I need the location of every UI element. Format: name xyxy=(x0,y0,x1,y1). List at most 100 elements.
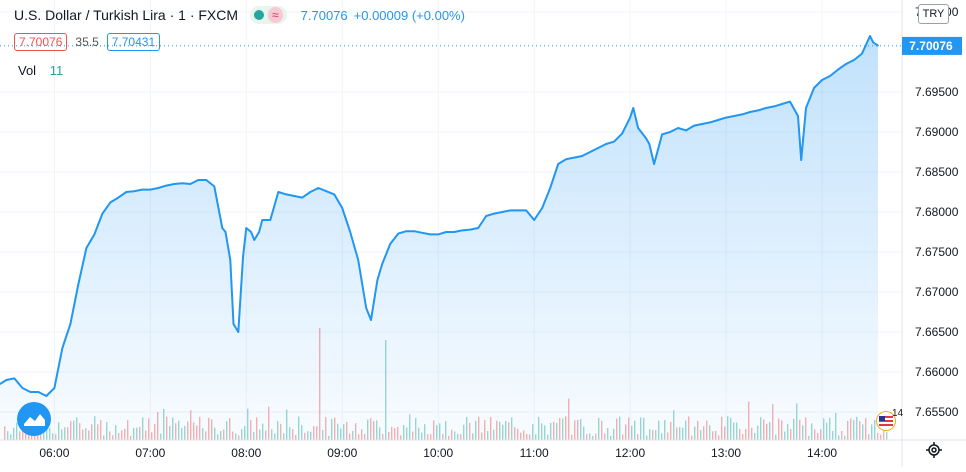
data-point xyxy=(224,231,227,233)
data-point xyxy=(869,35,871,37)
data-point xyxy=(573,156,575,159)
data-point xyxy=(557,163,559,165)
data-point xyxy=(781,103,783,105)
data-point xyxy=(277,191,280,193)
data-point xyxy=(213,185,216,188)
data-point xyxy=(370,319,372,321)
data-point xyxy=(53,387,56,389)
data-point xyxy=(197,179,200,181)
volume-label: Vol xyxy=(18,63,37,78)
data-point xyxy=(677,127,679,129)
volume-legend: Vol 11 xyxy=(18,63,63,78)
data-point xyxy=(389,243,392,245)
data-point xyxy=(648,143,651,145)
data-point xyxy=(5,379,8,381)
data-point xyxy=(293,195,296,197)
data-point xyxy=(565,158,567,160)
y-tick-label: 7.67000 xyxy=(915,285,959,299)
data-point xyxy=(309,191,312,193)
data-point xyxy=(405,230,408,232)
data-point xyxy=(637,127,639,129)
data-point xyxy=(717,119,719,121)
price-change: +0.00009 (+0.00%) xyxy=(353,7,465,23)
chart-legend: U.S. Dollar / Turkish Lira · 1 · FXCM ≈ … xyxy=(14,5,465,25)
data-point xyxy=(0,383,1,385)
tradingview-cloud-logo-icon[interactable] xyxy=(17,402,51,436)
data-point xyxy=(258,231,260,233)
data-point xyxy=(397,232,400,235)
x-tick-label: 07:00 xyxy=(135,446,165,460)
data-point xyxy=(69,323,72,325)
y-tick-label: 7.66500 xyxy=(915,325,959,339)
data-point xyxy=(581,155,583,157)
compare-icon: ≈ xyxy=(268,7,283,23)
data-point xyxy=(45,395,48,397)
data-point xyxy=(373,299,376,301)
data-point xyxy=(541,207,543,209)
data-point xyxy=(85,247,88,249)
data-point xyxy=(629,116,631,119)
data-point xyxy=(661,133,663,136)
data-point xyxy=(525,209,527,212)
data-point xyxy=(101,212,104,215)
x-tick-label: 13:00 xyxy=(711,446,741,460)
data-point xyxy=(149,188,152,191)
data-point xyxy=(589,151,591,153)
data-point xyxy=(461,229,463,232)
data-point xyxy=(181,182,184,184)
x-tick-label: 12:00 xyxy=(615,446,645,460)
data-point xyxy=(333,193,336,196)
currency-button[interactable]: TRY xyxy=(918,4,949,24)
bid-ask: 7.70076 35.5 7.70431 xyxy=(14,33,161,51)
data-point xyxy=(141,188,144,191)
data-point xyxy=(253,239,256,241)
data-point xyxy=(872,41,875,44)
price-axis-label: 7.70076 xyxy=(909,39,953,53)
buy-button[interactable]: 7.70431 xyxy=(106,33,161,51)
data-point xyxy=(837,68,839,71)
market-open-icon xyxy=(254,10,265,20)
symbol-title[interactable]: U.S. Dollar / Turkish Lira · 1 · FXCM xyxy=(14,7,239,23)
data-point xyxy=(93,233,96,236)
x-tick-label: 10:00 xyxy=(423,446,453,460)
data-point xyxy=(250,231,252,233)
x-tick-label: 06:00 xyxy=(39,446,69,460)
data-point xyxy=(242,255,244,257)
data-point xyxy=(701,123,703,125)
volume-bar xyxy=(880,434,882,440)
y-tick-label: 7.65500 xyxy=(915,405,959,419)
data-point xyxy=(877,44,879,47)
last-price: 7.70076 xyxy=(300,7,348,23)
data-point xyxy=(685,129,687,132)
market-status-badge[interactable]: ≈ xyxy=(250,6,287,24)
data-point xyxy=(232,323,235,325)
data-point xyxy=(669,131,671,133)
us-flag-icon[interactable] xyxy=(876,411,896,431)
y-tick-label: 7.69000 xyxy=(915,125,959,139)
volume-bar xyxy=(886,431,888,440)
data-point xyxy=(117,196,120,199)
data-point xyxy=(733,115,735,117)
data-point xyxy=(13,377,16,380)
sell-button[interactable]: 7.70076 xyxy=(14,33,68,51)
data-point xyxy=(413,230,416,232)
gear-icon[interactable] xyxy=(926,442,942,458)
data-point xyxy=(789,100,791,103)
data-point xyxy=(109,201,112,204)
data-point xyxy=(317,187,320,189)
data-point xyxy=(765,107,767,109)
data-point xyxy=(237,331,240,333)
data-point xyxy=(493,212,495,215)
data-point xyxy=(533,219,535,221)
data-point xyxy=(77,283,80,285)
data-point xyxy=(37,391,40,393)
data-point xyxy=(269,219,272,221)
data-point xyxy=(861,52,863,55)
x-tick-label: 08:00 xyxy=(231,446,261,460)
data-point xyxy=(189,183,192,185)
data-point xyxy=(757,109,759,112)
data-point xyxy=(597,147,599,149)
